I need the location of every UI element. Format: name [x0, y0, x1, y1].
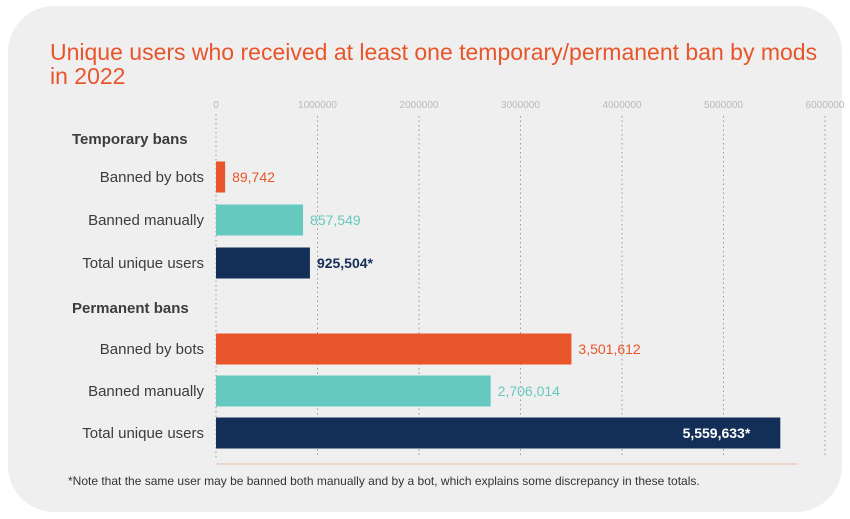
data-label: 925,504* — [317, 255, 374, 271]
bar — [216, 375, 491, 407]
category-label: Banned manually — [88, 383, 204, 400]
category-label: Total unique users — [82, 425, 204, 442]
data-label: 857,549 — [310, 212, 361, 228]
x-tick-label: 0 — [213, 100, 219, 111]
data-label: 2,706,014 — [498, 383, 560, 399]
footnote: *Note that the same user may be banned b… — [68, 474, 700, 488]
category-label: Banned by bots — [100, 341, 204, 358]
chart-title: Unique users who received at least one t… — [50, 39, 818, 89]
category-label: Banned manually — [88, 212, 204, 229]
data-label: 3,501,612 — [578, 341, 640, 357]
x-tick-label: 2000000 — [400, 100, 439, 111]
bar — [216, 204, 304, 236]
category-label: Banned by bots — [100, 169, 204, 186]
category-label: Total unique users — [82, 255, 204, 272]
data-label: 5,559,633* — [683, 425, 751, 441]
x-tick-label: 5000000 — [704, 100, 743, 111]
bar — [216, 333, 572, 365]
bar — [216, 247, 310, 279]
x-tick-label: 4000000 — [603, 100, 642, 111]
data-label: 89,742 — [232, 169, 275, 185]
x-tick-label: 3000000 — [501, 100, 540, 111]
x-tick-label: 6000000 — [806, 100, 845, 111]
bar — [216, 417, 781, 449]
bar — [216, 161, 226, 193]
x-tick-label: 1000000 — [298, 100, 337, 111]
group-label: Temporary bans — [72, 131, 188, 148]
group-label: Permanent bans — [72, 300, 189, 317]
